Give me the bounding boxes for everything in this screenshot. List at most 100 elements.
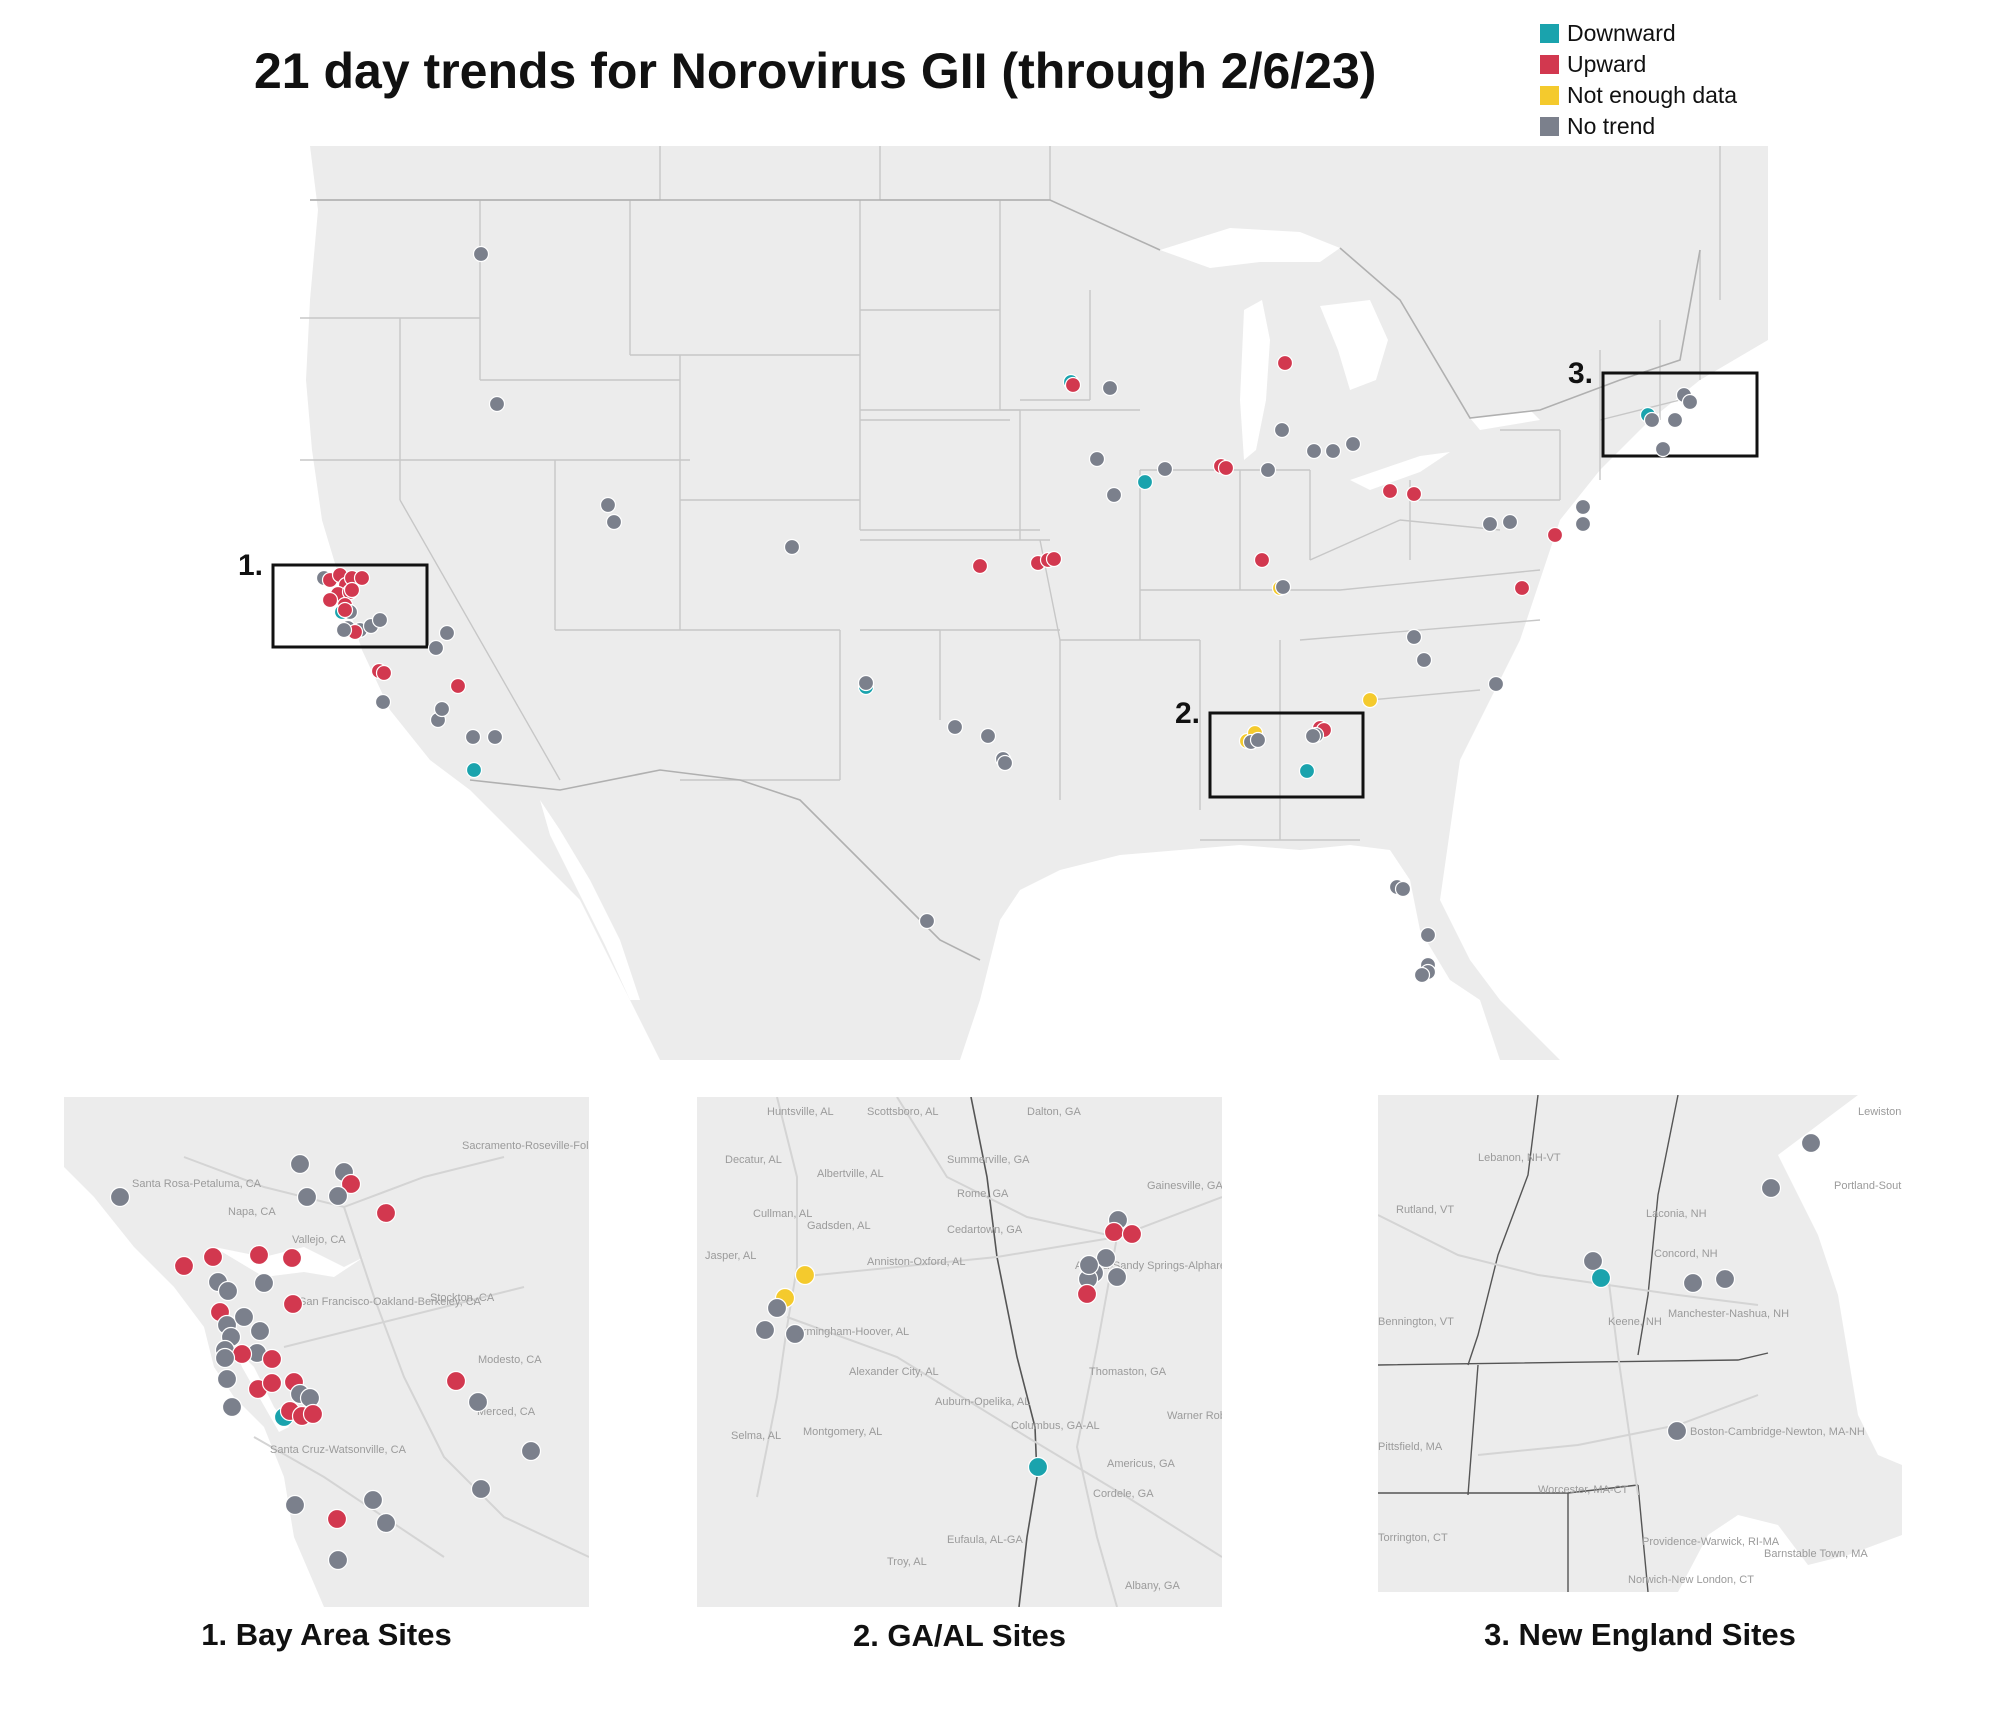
site-marker[interactable] <box>438 624 456 642</box>
site-marker[interactable] <box>281 1247 303 1269</box>
site-marker[interactable] <box>1076 1283 1098 1305</box>
site-marker[interactable] <box>1381 482 1399 500</box>
site-marker[interactable] <box>488 395 506 413</box>
site-marker[interactable] <box>261 1348 283 1370</box>
site-marker[interactable] <box>449 677 467 695</box>
site-marker[interactable] <box>918 912 936 930</box>
site-marker[interactable] <box>1045 550 1063 568</box>
site-marker[interactable] <box>784 1323 806 1345</box>
site-marker[interactable] <box>336 601 354 619</box>
site-marker[interactable] <box>1276 354 1294 372</box>
site-marker[interactable] <box>253 1272 275 1294</box>
site-marker[interactable] <box>1643 411 1661 429</box>
site-marker[interactable] <box>427 639 445 657</box>
site-marker[interactable] <box>1666 1420 1688 1442</box>
site-marker[interactable] <box>1105 486 1123 504</box>
site-marker[interactable] <box>1760 1177 1782 1199</box>
site-marker[interactable] <box>327 1549 349 1571</box>
inset-map-bay-area[interactable]: Sacramento-Roseville-Folsom, CA Santa Ros… <box>64 1097 589 1607</box>
site-marker[interactable] <box>1103 1221 1125 1243</box>
site-marker[interactable] <box>1800 1132 1822 1154</box>
site-marker[interactable] <box>231 1343 253 1365</box>
site-marker[interactable] <box>971 557 989 575</box>
site-marker[interactable] <box>1413 966 1431 984</box>
site-marker[interactable] <box>371 611 389 629</box>
site-marker[interactable] <box>1654 440 1672 458</box>
site-marker[interactable] <box>302 1403 324 1425</box>
site-marker[interactable] <box>464 728 482 746</box>
site-marker[interactable] <box>445 1370 467 1392</box>
site-marker[interactable] <box>486 728 504 746</box>
site-marker[interactable] <box>1582 1250 1604 1272</box>
site-marker[interactable] <box>343 581 361 599</box>
site-marker[interactable] <box>173 1255 195 1277</box>
site-marker[interactable] <box>321 591 339 609</box>
site-marker[interactable] <box>1574 498 1592 516</box>
site-marker[interactable] <box>1419 926 1437 944</box>
site-marker[interactable] <box>1574 515 1592 533</box>
site-marker[interactable] <box>282 1293 304 1315</box>
site-marker[interactable] <box>1106 1266 1128 1288</box>
site-marker[interactable] <box>1344 435 1362 453</box>
site-marker[interactable] <box>109 1186 131 1208</box>
site-marker[interactable] <box>1501 513 1519 531</box>
site-marker[interactable] <box>605 513 623 531</box>
site-marker[interactable] <box>1304 727 1322 745</box>
site-marker[interactable] <box>783 538 801 556</box>
site-marker[interactable] <box>467 1391 489 1413</box>
site-marker[interactable] <box>335 621 353 639</box>
site-marker[interactable] <box>1249 731 1267 749</box>
site-marker[interactable] <box>284 1494 306 1516</box>
site-marker[interactable] <box>233 1306 255 1328</box>
site-marker[interactable] <box>1681 393 1699 411</box>
site-marker[interactable] <box>1415 651 1433 669</box>
site-marker[interactable] <box>754 1319 776 1341</box>
site-marker[interactable] <box>520 1440 542 1462</box>
site-marker[interactable] <box>1513 579 1531 597</box>
site-marker[interactable] <box>375 1202 397 1224</box>
site-marker[interactable] <box>1253 551 1271 569</box>
site-marker[interactable] <box>1078 1254 1100 1276</box>
inset-map-ga-al[interactable]: Huntsville, AL Scottsboro, AL Dalton, GA De… <box>697 1097 1222 1607</box>
site-marker[interactable] <box>766 1297 788 1319</box>
site-marker[interactable] <box>599 496 617 514</box>
site-marker[interactable] <box>1666 411 1684 429</box>
site-marker[interactable] <box>465 761 483 779</box>
site-marker[interactable] <box>1682 1272 1704 1294</box>
site-marker[interactable] <box>1590 1267 1612 1289</box>
site-marker[interactable] <box>296 1186 318 1208</box>
us-map[interactable]: 1. 2. 3. <box>0 0 2000 1060</box>
site-marker[interactable] <box>289 1153 311 1175</box>
site-marker[interactable] <box>1273 421 1291 439</box>
site-marker[interactable] <box>1394 880 1412 898</box>
site-marker[interactable] <box>217 1280 239 1302</box>
site-marker[interactable] <box>214 1347 236 1369</box>
site-marker[interactable] <box>996 754 1014 772</box>
site-marker[interactable] <box>1064 376 1082 394</box>
site-marker[interactable] <box>1156 460 1174 478</box>
site-marker[interactable] <box>1324 442 1342 460</box>
site-marker[interactable] <box>1298 762 1316 780</box>
site-marker[interactable] <box>340 1173 362 1195</box>
site-marker[interactable] <box>979 727 997 745</box>
site-marker[interactable] <box>857 674 875 692</box>
site-marker[interactable] <box>470 1478 492 1500</box>
site-marker[interactable] <box>374 693 392 711</box>
site-marker[interactable] <box>326 1508 348 1530</box>
site-marker[interactable] <box>472 245 490 263</box>
site-marker[interactable] <box>1546 526 1564 544</box>
site-marker[interactable] <box>1361 691 1379 709</box>
site-marker[interactable] <box>375 664 393 682</box>
site-marker[interactable] <box>202 1246 224 1268</box>
site-marker[interactable] <box>1305 442 1323 460</box>
site-marker[interactable] <box>221 1396 243 1418</box>
site-marker[interactable] <box>1714 1268 1736 1290</box>
site-marker[interactable] <box>353 569 371 587</box>
site-marker[interactable] <box>1027 1456 1049 1478</box>
site-marker[interactable] <box>1405 628 1423 646</box>
site-marker[interactable] <box>375 1512 397 1534</box>
site-marker[interactable] <box>1487 675 1505 693</box>
site-marker[interactable] <box>216 1368 238 1390</box>
site-marker[interactable] <box>1088 450 1106 468</box>
site-marker[interactable] <box>1259 461 1277 479</box>
